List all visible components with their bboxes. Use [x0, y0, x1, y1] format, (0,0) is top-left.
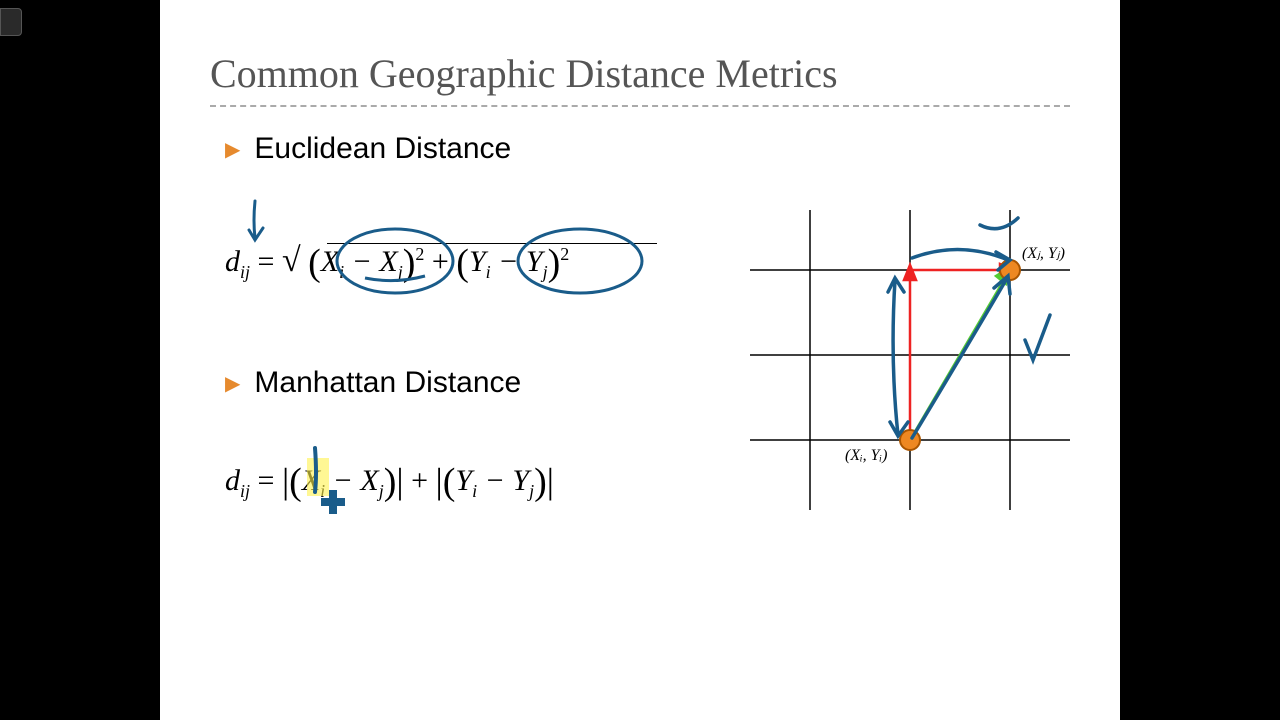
var-d: d — [225, 245, 240, 278]
video-control-corner — [0, 8, 22, 36]
point-j — [1000, 260, 1020, 280]
label-point-i: (Xᵢ, Yᵢ) — [845, 447, 887, 464]
presentation-slide: Common Geographic Distance Metrics ▶ Euc… — [160, 0, 1120, 720]
manhattan-formula: dij = |(Xi − Xj)| + |(Yi − Yj)| — [225, 460, 554, 504]
distance-diagram: (Xᵢ, Yᵢ) (Xⱼ, Yⱼ) — [750, 210, 1070, 510]
bullet-marker-icon: ▶ — [225, 371, 240, 396]
sqrt-vinculum — [327, 243, 657, 244]
sqrt-symbol: √ — [282, 242, 301, 279]
sub-ij: ij — [240, 262, 250, 282]
bullet-marker-icon: ▶ — [225, 137, 240, 162]
euclidean-formula: dij = √ (Xi − Xj)2 + (Yi − Yj)2 — [225, 241, 569, 285]
label-point-j: (Xⱼ, Yⱼ) — [1022, 245, 1065, 262]
diagram-svg: (Xᵢ, Yᵢ) (Xⱼ, Yⱼ) — [750, 210, 1070, 510]
slide-title: Common Geographic Distance Metrics — [210, 50, 1080, 97]
title-divider — [210, 105, 1070, 107]
bullet-label: Manhattan Distance — [254, 366, 521, 400]
bullet-euclidean: ▶ Euclidean Distance — [225, 132, 1080, 166]
bullet-label: Euclidean Distance — [254, 132, 511, 166]
